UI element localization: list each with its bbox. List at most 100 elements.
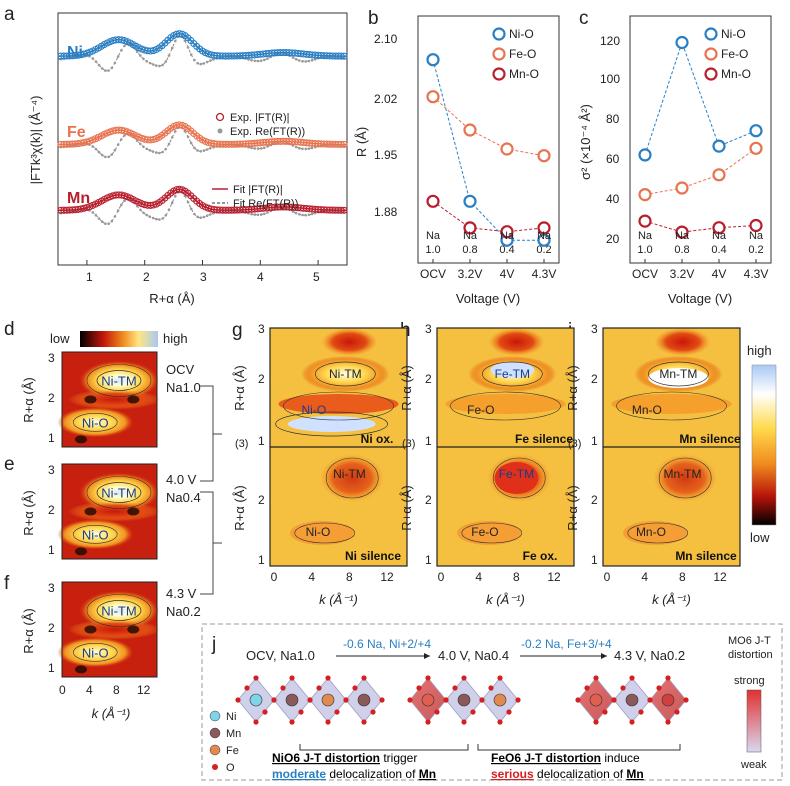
exp-re-point xyxy=(139,142,142,146)
panel-c: c Ni-O Fe-O Mn-O Na 1.0 OCV Na 0.8 3.2V Na 0.4 4V Na… xyxy=(578,8,772,306)
f-xticks: 0 4 8 12 xyxy=(59,683,151,697)
metal-atom xyxy=(421,693,435,707)
exp-re-point xyxy=(259,147,263,150)
data-point xyxy=(749,218,763,233)
j-bracket-1 xyxy=(299,744,469,751)
na-value: 0.4 xyxy=(711,244,726,256)
wt-dark-spot xyxy=(84,507,97,516)
wt-xtick: 0 xyxy=(604,570,611,584)
wt-dark-spot xyxy=(84,395,97,404)
panel-b-xlabel: Voltage (V) xyxy=(456,291,520,306)
exp-re-point xyxy=(298,213,301,216)
na-value: 1.0 xyxy=(425,244,440,256)
exp-re-point xyxy=(158,151,161,155)
panel-a-curves xyxy=(57,30,348,265)
data-point xyxy=(537,149,551,163)
wt-contour xyxy=(96,482,142,503)
data-point xyxy=(500,142,514,156)
exp-re-point xyxy=(142,57,145,61)
wt-ytick: 2 xyxy=(425,372,432,386)
wt-top-tag: Fe silence xyxy=(515,432,573,446)
data-point xyxy=(712,168,726,182)
wt-dark-spot xyxy=(75,665,87,674)
oxygen-atom xyxy=(506,709,512,715)
metal-atom xyxy=(321,693,335,707)
exp-re-point xyxy=(104,69,107,72)
exp-re-point xyxy=(196,149,199,152)
exp-re-point xyxy=(304,213,308,217)
wt-peak-o: Ni-O xyxy=(82,527,109,542)
data-point xyxy=(638,214,652,228)
exp-re-point xyxy=(196,215,199,219)
exp-re-point xyxy=(142,145,145,149)
wt-xtick: 8 xyxy=(513,570,520,584)
small-wt-map: Ni-TM Ni-O xyxy=(57,351,161,448)
wt-band xyxy=(68,501,161,522)
c-ytick: 100 xyxy=(600,72,620,86)
wt-bot-tm-label: Fe-TM xyxy=(499,467,534,481)
wt-bot-tm-label: Ni-TM xyxy=(333,467,366,481)
exp-re-point xyxy=(110,66,114,70)
wt-dark-spot xyxy=(127,625,140,634)
exp-re-point xyxy=(167,142,171,146)
wt-blob-o xyxy=(57,637,134,668)
j-bracket-2 xyxy=(477,744,681,751)
wt-bottom-o xyxy=(457,521,522,545)
oxygen-atom xyxy=(425,675,431,681)
exp-re-point xyxy=(113,148,117,152)
wt-peak-o: Ni-O xyxy=(82,645,109,660)
wt-contour xyxy=(96,370,142,391)
oxygen-atom xyxy=(425,719,431,725)
wt-ytick: 3 xyxy=(425,322,432,336)
c-ytick: 60 xyxy=(606,152,620,166)
wt-split-label: (3) xyxy=(235,438,248,450)
x-category: 4V xyxy=(712,267,727,281)
panel-a-xlabel: R+α (Å) xyxy=(149,291,194,306)
exp-re-point xyxy=(100,220,104,223)
caption-1-line-2: moderate delocalization of Mn xyxy=(272,767,436,781)
oxygen-atom xyxy=(575,697,581,703)
wt-top-tm-label: Mn-TM xyxy=(659,367,697,381)
oxygen-atom xyxy=(497,675,503,681)
exp-re-point xyxy=(161,63,164,67)
wt-dark-spot xyxy=(75,435,87,444)
na-label: Na xyxy=(749,230,764,242)
wt-ytick: 2 xyxy=(591,372,598,386)
exp-re-point xyxy=(253,59,257,63)
wt-contour xyxy=(325,457,379,499)
wt-ytick: 1 xyxy=(258,553,265,567)
oxygen-atom xyxy=(515,697,521,703)
step-2-label: -0.2 Na, Fe+3/+4 xyxy=(521,637,612,651)
legend-o: O xyxy=(226,762,235,774)
oxygen-atom xyxy=(334,709,340,715)
wt-band xyxy=(68,389,161,410)
exp-re-point xyxy=(310,212,314,216)
oxygen-atom xyxy=(361,675,367,681)
e-ytick: 1 xyxy=(48,543,55,557)
wt-ylabel: R+α (Å) xyxy=(232,485,247,530)
f-xlabel: k (Å⁻¹) xyxy=(92,706,131,721)
wt-bot-tag: Mn silence xyxy=(675,549,737,563)
series-line xyxy=(644,220,757,233)
data-point xyxy=(426,53,440,67)
data-point xyxy=(463,221,477,235)
wt-contour xyxy=(72,642,118,662)
b-ytick: 1.88 xyxy=(374,205,398,219)
exp-re-point xyxy=(164,214,168,217)
oxygen-atom xyxy=(665,675,671,681)
oxygen-atom xyxy=(289,675,295,681)
wt-top-tag: Mn silence xyxy=(679,432,741,446)
na-label: Na xyxy=(712,230,727,242)
wt-ytick: 2 xyxy=(591,493,598,507)
exp-re-point xyxy=(170,46,174,50)
exp-re-point xyxy=(107,69,110,72)
na-label: Na xyxy=(537,230,552,242)
data-point xyxy=(463,194,477,208)
wt-xtick: 12 xyxy=(380,570,394,584)
oxygen-atom xyxy=(325,719,331,725)
wt-contour xyxy=(275,411,388,437)
exp-re-point xyxy=(94,60,98,63)
exp-abs-point xyxy=(340,140,348,148)
legend-marker xyxy=(492,67,506,81)
